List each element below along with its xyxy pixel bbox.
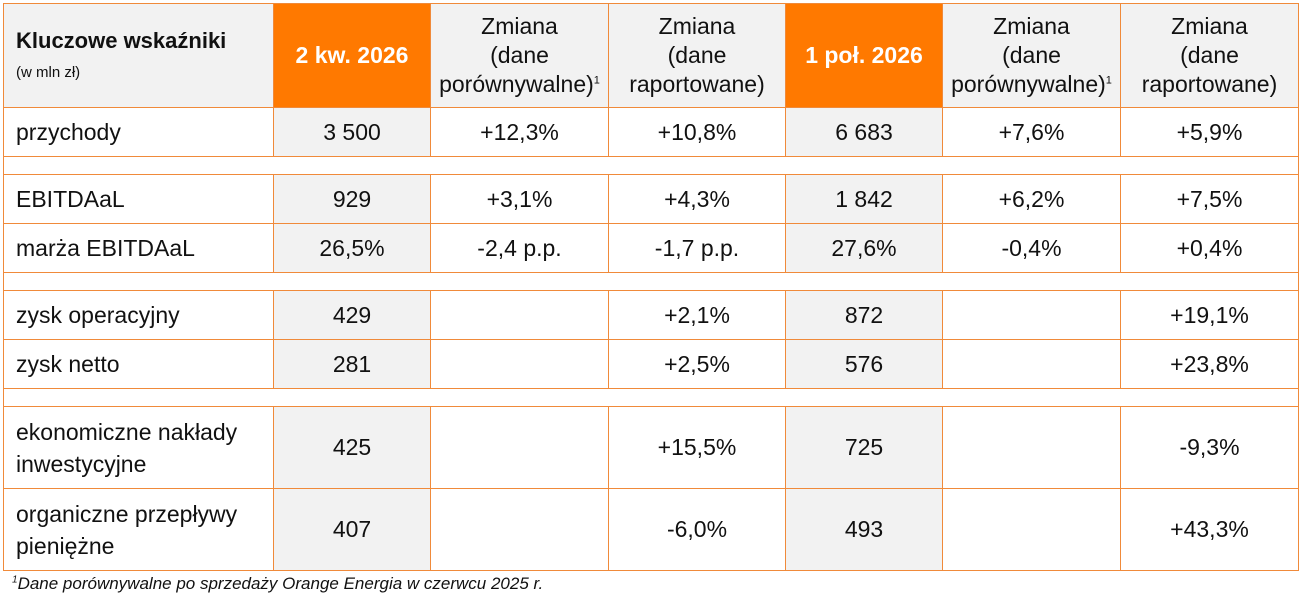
cell-h-reported: +23,8% <box>1120 339 1299 389</box>
header-change-word: Zmiana <box>481 13 558 39</box>
header-h-change-comparable: Zmiana (dane porównywalne)1 <box>942 3 1121 108</box>
header-change-word: Zmiana <box>1171 13 1248 39</box>
table-unit: (w mln zł) <box>16 63 81 81</box>
cell-h-reported: +43,3% <box>1120 488 1299 571</box>
cell-h-comparable: +6,2% <box>942 174 1121 224</box>
cell-h-reported: +19,1% <box>1120 290 1299 340</box>
row-label: organiczne przepływy pieniężne <box>3 488 274 571</box>
footnote-mark: 1 <box>593 74 600 87</box>
cell-q-reported: +2,5% <box>608 339 786 389</box>
header-q-change-comparable: Zmiana (dane porównywalne)1 <box>430 3 609 108</box>
spacer-cell <box>3 272 1299 291</box>
cell-h-reported: +7,5% <box>1120 174 1299 224</box>
cell-q: 26,5% <box>273 223 431 273</box>
header-change-word: Zmiana <box>658 13 736 39</box>
header-comparable-word: porównywalne) <box>951 71 1106 97</box>
cell-q-comparable <box>430 339 609 389</box>
cell-h-reported: +5,9% <box>1120 107 1299 157</box>
table-title: Kluczowe wskaźniki <box>16 27 227 53</box>
row-label: marża EBITDAaL <box>3 223 274 273</box>
header-reported-word: raportowane) <box>629 71 765 97</box>
cell-q: 3 500 <box>273 107 431 157</box>
spacer-cell <box>3 388 1299 407</box>
cell-q-reported: +2,1% <box>608 290 786 340</box>
cell-q: 429 <box>273 290 431 340</box>
footnote-text: Dane porównywalne po sprzedaży Orange En… <box>17 574 544 593</box>
header-reported-word: raportowane) <box>1141 71 1278 97</box>
cell-q: 425 <box>273 406 431 489</box>
table-row: przychody 3 500 +12,3% +10,8% 6 683 +7,6… <box>3 107 1299 157</box>
cell-q-comparable <box>430 290 609 340</box>
table-row: EBITDAaL 929 +3,1% +4,3% 1 842 +6,2% +7,… <box>3 174 1299 224</box>
header-change-word: Zmiana <box>993 13 1070 39</box>
row-label-line: ekonomiczne nakłady <box>16 418 238 445</box>
header-dane-word: (dane <box>1180 42 1239 68</box>
cell-h: 27,6% <box>785 223 943 273</box>
footnote-mark: 1 <box>1105 74 1112 87</box>
spacer-row <box>3 272 1299 291</box>
cell-q-reported: +10,8% <box>608 107 786 157</box>
kpi-table: Kluczowe wskaźniki (w mln zł) 2 kw. 2026… <box>3 3 1299 571</box>
header-row: Kluczowe wskaźniki (w mln zł) 2 kw. 2026… <box>3 3 1299 108</box>
cell-h: 872 <box>785 290 943 340</box>
cell-q: 929 <box>273 174 431 224</box>
table-row: ekonomiczne nakłady inwestycyjne 425 +15… <box>3 406 1299 489</box>
table-row: zysk operacyjny 429 +2,1% 872 +19,1% <box>3 290 1299 340</box>
spacer-cell <box>3 156 1299 175</box>
spacer-row <box>3 156 1299 175</box>
row-label: zysk operacyjny <box>3 290 274 340</box>
cell-h-comparable: +7,6% <box>942 107 1121 157</box>
cell-h-comparable <box>942 406 1121 489</box>
row-label-line: organiczne przepływy <box>16 500 238 527</box>
cell-q-comparable <box>430 406 609 489</box>
cell-q-comparable: +12,3% <box>430 107 609 157</box>
cell-h: 725 <box>785 406 943 489</box>
header-dane-word: (dane <box>667 42 727 68</box>
row-label-line: pieniężne <box>16 532 115 559</box>
cell-q: 407 <box>273 488 431 571</box>
row-label: EBITDAaL <box>3 174 274 224</box>
cell-h-reported: +0,4% <box>1120 223 1299 273</box>
header-h1-2026: 1 poł. 2026 <box>785 3 943 108</box>
cell-h-comparable <box>942 290 1121 340</box>
cell-h: 493 <box>785 488 943 571</box>
row-label: ekonomiczne nakłady inwestycyjne <box>3 406 274 489</box>
table-row: marża EBITDAaL 26,5% -2,4 p.p. -1,7 p.p.… <box>3 223 1299 273</box>
cell-q-comparable <box>430 488 609 571</box>
cell-h-comparable: -0,4% <box>942 223 1121 273</box>
header-comparable-word: porównywalne) <box>439 71 594 97</box>
header-title-cell: Kluczowe wskaźniki (w mln zł) <box>3 3 274 108</box>
table-row: organiczne przepływy pieniężne 407 -6,0%… <box>3 488 1299 571</box>
cell-h-reported: -9,3% <box>1120 406 1299 489</box>
table-row: zysk netto 281 +2,5% 576 +23,8% <box>3 339 1299 389</box>
cell-q-comparable: +3,1% <box>430 174 609 224</box>
footnote-number: 1 <box>12 574 18 586</box>
cell-h-comparable <box>942 339 1121 389</box>
cell-q-comparable: -2,4 p.p. <box>430 223 609 273</box>
cell-q-reported: -1,7 p.p. <box>608 223 786 273</box>
spacer-row <box>3 388 1299 407</box>
row-label: zysk netto <box>3 339 274 389</box>
cell-q-reported: -6,0% <box>608 488 786 571</box>
header-h-change-reported: Zmiana (dane raportowane) <box>1120 3 1299 108</box>
header-dane-word: (dane <box>490 42 549 68</box>
cell-q: 281 <box>273 339 431 389</box>
header-q-change-reported: Zmiana (dane raportowane) <box>608 3 786 108</box>
cell-h: 1 842 <box>785 174 943 224</box>
cell-q-reported: +4,3% <box>608 174 786 224</box>
row-label: przychody <box>3 107 274 157</box>
footnote: 1Dane porównywalne po sprzedaży Orange E… <box>12 574 543 594</box>
cell-h: 6 683 <box>785 107 943 157</box>
header-dane-word: (dane <box>1002 42 1061 68</box>
cell-h: 576 <box>785 339 943 389</box>
cell-q-reported: +15,5% <box>608 406 786 489</box>
row-label-line: inwestycyjne <box>16 450 147 477</box>
header-q-2026: 2 kw. 2026 <box>273 3 431 108</box>
cell-h-comparable <box>942 488 1121 571</box>
